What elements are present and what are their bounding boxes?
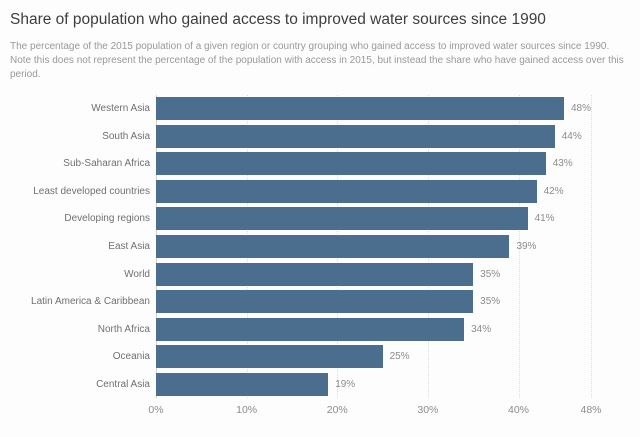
bar — [156, 207, 528, 231]
bar-row: Least developed countries 42% — [10, 178, 630, 206]
x-axis-tick-label: 0% — [148, 404, 164, 417]
x-axis-tick-label: 30% — [417, 404, 439, 417]
category-label: World — [124, 268, 150, 280]
bar-track: 44% — [156, 124, 591, 148]
bar-value-label: 35% — [480, 268, 501, 280]
chart-title: Share of population who gained access to… — [10, 11, 546, 28]
category-label: Sub-Saharan Africa — [63, 158, 150, 170]
bar-value-label: 19% — [335, 379, 356, 390]
bar-value-label: 43% — [552, 158, 573, 170]
bar-track: 34% — [156, 317, 591, 341]
x-axis-tick-label: 40% — [507, 404, 530, 417]
bar — [156, 235, 510, 259]
bar-row: World 35% — [10, 260, 630, 288]
bar-value-label: 35% — [480, 296, 501, 308]
bar-row: North Africa 34% — [10, 316, 630, 344]
x-axis-tick-label: 48% — [580, 404, 602, 417]
x-axis-tick-label: 10% — [236, 404, 258, 417]
bar-row: Developing regions 41% — [10, 205, 630, 233]
x-axis: 0% 10% 20% 30% 40% 48% — [148, 398, 601, 420]
bar-value-label: 42% — [543, 185, 564, 197]
bar-track: 19% — [156, 373, 591, 396]
bar — [156, 262, 474, 286]
category-label: Central Asia — [96, 379, 150, 390]
bar — [156, 97, 564, 121]
bar-track: 39% — [156, 235, 591, 259]
category-label: North Africa — [97, 323, 150, 335]
bar-rows: Western Asia 48% South Asia 44% Sub-Saharan … — [10, 94, 630, 399]
category-label: East Asia — [108, 241, 150, 253]
bar — [156, 317, 465, 341]
bar — [156, 124, 555, 148]
category-label: Western Asia — [91, 103, 150, 115]
bar-track: 43% — [156, 152, 591, 176]
bar-chart: Western Asia 48% South Asia 44% Sub-Saharan … — [10, 94, 630, 421]
bar — [156, 345, 383, 369]
bar-value-label: 44% — [561, 130, 582, 142]
bar-row: Latin America & Caribbean 35% — [10, 288, 630, 316]
category-label: South Asia — [102, 130, 150, 142]
bar-track: 35% — [156, 290, 591, 314]
bar-row: Oceania 25% — [10, 343, 630, 371]
bar-row: Central Asia 19% — [10, 371, 630, 399]
gridline — [591, 94, 592, 399]
bar-track: 48% — [156, 97, 591, 121]
bar — [156, 179, 537, 203]
bar-track: 25% — [156, 345, 591, 369]
chart-page: Share of population who gained access to… — [10, 11, 630, 421]
category-label: Oceania — [112, 351, 150, 363]
bar-value-label: 41% — [534, 213, 555, 225]
x-axis-tick-label: 20% — [326, 404, 348, 417]
bar-row: South Asia 44% — [10, 122, 630, 150]
bar-value-label: 25% — [389, 351, 410, 363]
category-label: Developing regions — [64, 213, 150, 225]
chart-subtitle: The percentage of the 2015 population of… — [10, 41, 624, 80]
gridline — [518, 94, 520, 399]
bar — [156, 290, 474, 314]
bar-track: 35% — [156, 262, 591, 286]
bar-row: East Asia 39% — [10, 233, 630, 261]
bar-track: 42% — [156, 179, 591, 203]
bar-track: 41% — [156, 207, 591, 231]
bar — [156, 373, 329, 396]
bar-row: Sub-Saharan Africa 43% — [10, 150, 630, 178]
bar — [156, 152, 546, 176]
bar-value-label: 39% — [516, 241, 537, 253]
category-label: Least developed countries — [33, 185, 150, 197]
bar-value-label: 48% — [570, 103, 591, 115]
bar-value-label: 34% — [471, 323, 492, 335]
bar-row: Western Asia 48% — [10, 95, 630, 123]
category-label: Latin America & Caribbean — [31, 296, 150, 308]
